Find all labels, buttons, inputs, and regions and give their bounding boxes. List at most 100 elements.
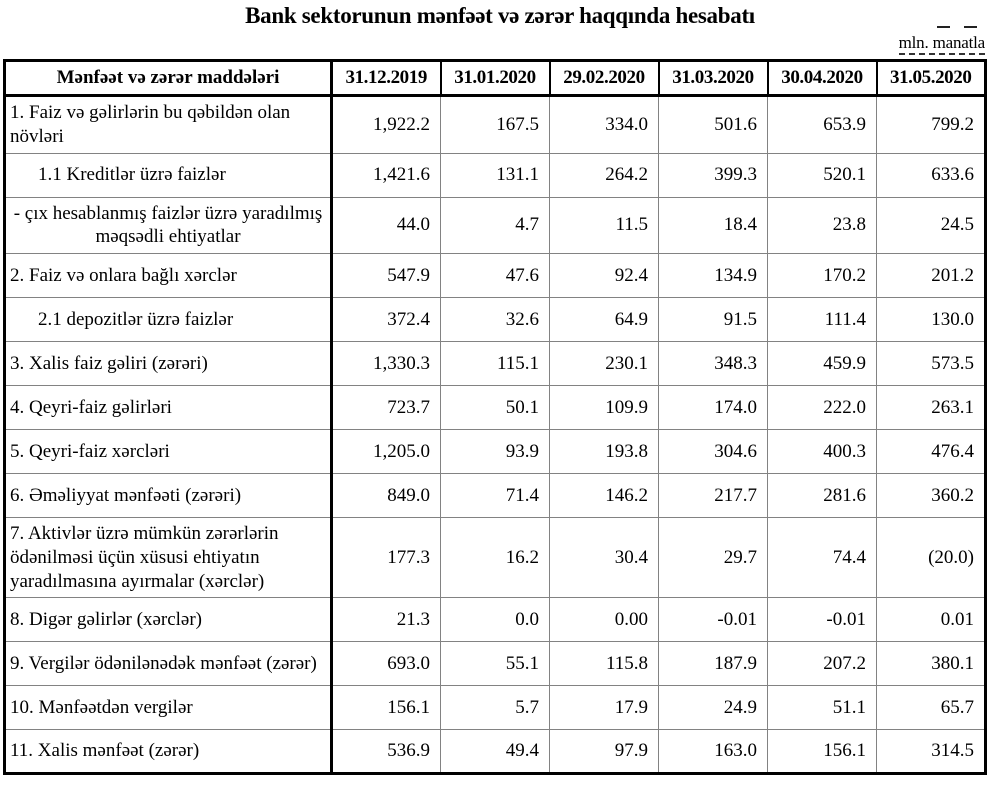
value-cell: 360.2 [876,473,986,518]
dash-marks-decoration [937,26,977,28]
header-date-column: 31.12.2019 [330,59,442,97]
value-cell: 109.9 [549,385,659,430]
row-label: 4. Qeyri-faiz gəlirləri [4,385,333,430]
table-row: 9. Vergilər ödənilənədək mənfəət (zərər)… [4,641,986,687]
value-cell: 32.6 [440,297,550,342]
value-cell: 304.6 [658,429,768,474]
value-cell: 24.9 [658,685,768,731]
page-title: Bank sektorunun mənfəət və zərər haqqınd… [245,3,755,28]
value-cell: 222.0 [767,385,877,430]
value-cell: 170.2 [767,253,877,298]
header-date-column: 31.01.2020 [439,59,551,97]
unit-note-text: mln. manatla [898,33,985,55]
value-cell: 400.3 [767,429,877,474]
header-date-column: 31.05.2020 [875,59,987,97]
value-cell: 92.4 [549,253,659,298]
value-cell: 156.1 [767,729,877,775]
table-row: - çıx hesablanmış faizlər üzrə yaradılmı… [4,196,986,254]
value-cell: 187.9 [658,641,768,687]
value-cell: 156.1 [331,685,441,731]
value-cell: 4.7 [440,196,550,254]
table-row: 7. Aktivlər üzrə mümkün zərərlərin ödəni… [4,516,986,599]
value-cell: -0.01 [767,597,877,643]
value-cell: 193.8 [549,429,659,474]
row-label: 7. Aktivlər üzrə mümkün zərərlərin ödəni… [4,516,333,599]
row-label: - çıx hesablanmış faizlər üzrə yaradılmı… [4,196,333,254]
row-label: 8. Digər gəlirlər (xərclər) [4,597,333,643]
table-row: 3. Xalis faiz gəliri (zərəri) 1,330.3 115.… [4,341,986,386]
value-cell: 97.9 [549,729,659,775]
header-date-column: 30.04.2020 [766,59,878,97]
value-cell: 16.2 [440,516,550,599]
row-label: 11. Xalis mənfəət (zərər) [4,729,333,775]
value-cell: 174.0 [658,385,768,430]
table-row: 6. Əməliyyat mənfəəti (zərəri) 849.0 71.4 1… [4,473,986,518]
row-label: 1.1 Kreditlər üzrə faizlər [4,152,333,198]
row-label: 6. Əməliyyat mənfəəti (zərəri) [4,473,333,518]
value-cell: 0.01 [876,597,986,643]
value-cell: 24.5 [876,196,986,254]
value-cell: 111.4 [767,297,877,342]
value-cell: 230.1 [549,341,659,386]
profit-loss-table: Mənfəət və zərər maddələri 31.12.2019 31.0… [3,59,987,776]
value-cell: 51.1 [767,685,877,731]
table-row: 10. Mənfəətdən vergilər 156.1 5.7 17.9 24.9 5… [4,685,986,731]
row-label: 1. Faiz və gəlirlərin bu qəbildən olan n… [4,95,333,154]
value-cell: 64.9 [549,297,659,342]
value-cell: 74.4 [767,516,877,599]
table-row: 2.1 depozitlər üzrə faizlər 372.4 32.6 64.9… [4,297,986,342]
value-cell: 47.6 [440,253,550,298]
value-cell: 5.7 [440,685,550,731]
value-cell: 29.7 [658,516,768,599]
value-cell: 334.0 [549,95,659,154]
value-cell: 49.4 [440,729,550,775]
value-cell: 11.5 [549,196,659,254]
value-cell: 348.3 [658,341,768,386]
value-cell: 372.4 [331,297,441,342]
table-header: Mənfəət və zərər maddələri 31.12.2019 31.0… [3,59,987,97]
header-date-column: 29.02.2020 [548,59,660,97]
value-cell: 263.1 [876,385,986,430]
value-cell: 653.9 [767,95,877,154]
value-cell: 177.3 [331,516,441,599]
value-cell: 281.6 [767,473,877,518]
table-row: 1. Faiz və gəlirlərin bu qəbildən olan n… [4,95,986,154]
value-cell: -0.01 [658,597,768,643]
value-cell: 1,205.0 [331,429,441,474]
row-label: 10. Mənfəətdən vergilər [4,685,333,731]
header-row: Mənfəət və zərər maddələri 31.12.2019 31.0… [3,59,987,97]
value-cell: 0.00 [549,597,659,643]
value-cell: 476.4 [876,429,986,474]
value-cell: 520.1 [767,152,877,198]
table-row: 2. Faiz və onlara bağlı xərclər 547.9 47.6… [4,253,986,298]
unit-note: mln. manatla [898,26,985,55]
value-cell: 0.0 [440,597,550,643]
table-row: 1.1 Kreditlər üzrə faizlər 1,421.6 131.1 26… [4,152,986,198]
value-cell: 65.7 [876,685,986,731]
value-cell: 44.0 [331,196,441,254]
value-cell: 723.7 [331,385,441,430]
table-row: 11. Xalis mənfəət (zərər) 536.9 49.4 97.9 16… [4,729,986,775]
value-cell: 167.5 [440,95,550,154]
value-cell: (20.0) [876,516,986,599]
value-cell: 1,421.6 [331,152,441,198]
value-cell: 459.9 [767,341,877,386]
table-row: 4. Qeyri-faiz gəlirləri 723.7 50.1 109.9 174… [4,385,986,430]
value-cell: 30.4 [549,516,659,599]
value-cell: 314.5 [876,729,986,775]
value-cell: 18.4 [658,196,768,254]
value-cell: 547.9 [331,253,441,298]
header-label-column: Mənfəət və zərər maddələri [3,59,333,97]
value-cell: 380.1 [876,641,986,687]
value-cell: 71.4 [440,473,550,518]
value-cell: 93.9 [440,429,550,474]
value-cell: 399.3 [658,152,768,198]
row-label: 9. Vergilər ödənilənədək mənfəət (zərər) [4,641,333,687]
row-label: 3. Xalis faiz gəliri (zərəri) [4,341,333,386]
value-cell: 21.3 [331,597,441,643]
value-cell: 17.9 [549,685,659,731]
value-cell: 134.9 [658,253,768,298]
value-cell: 115.1 [440,341,550,386]
row-label: 5. Qeyri-faiz xərcləri [4,429,333,474]
value-cell: 1,330.3 [331,341,441,386]
